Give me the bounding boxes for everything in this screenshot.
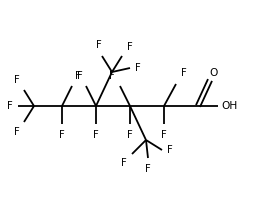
Text: F: F	[181, 68, 187, 78]
Text: F: F	[96, 40, 102, 50]
Text: F: F	[14, 127, 20, 137]
Text: F: F	[75, 71, 81, 81]
Text: F: F	[145, 164, 151, 174]
Text: F: F	[93, 130, 99, 140]
Text: F: F	[14, 75, 20, 85]
Text: F: F	[59, 130, 65, 140]
Text: O: O	[210, 68, 218, 78]
Text: F: F	[127, 130, 133, 140]
Text: F: F	[167, 145, 173, 155]
Text: F: F	[7, 101, 13, 111]
Text: OH: OH	[221, 101, 237, 111]
Text: F: F	[127, 42, 133, 52]
Text: F: F	[109, 71, 115, 81]
Text: F: F	[135, 63, 141, 73]
Text: F: F	[121, 158, 127, 168]
Text: F: F	[77, 71, 83, 81]
Text: F: F	[161, 130, 167, 140]
